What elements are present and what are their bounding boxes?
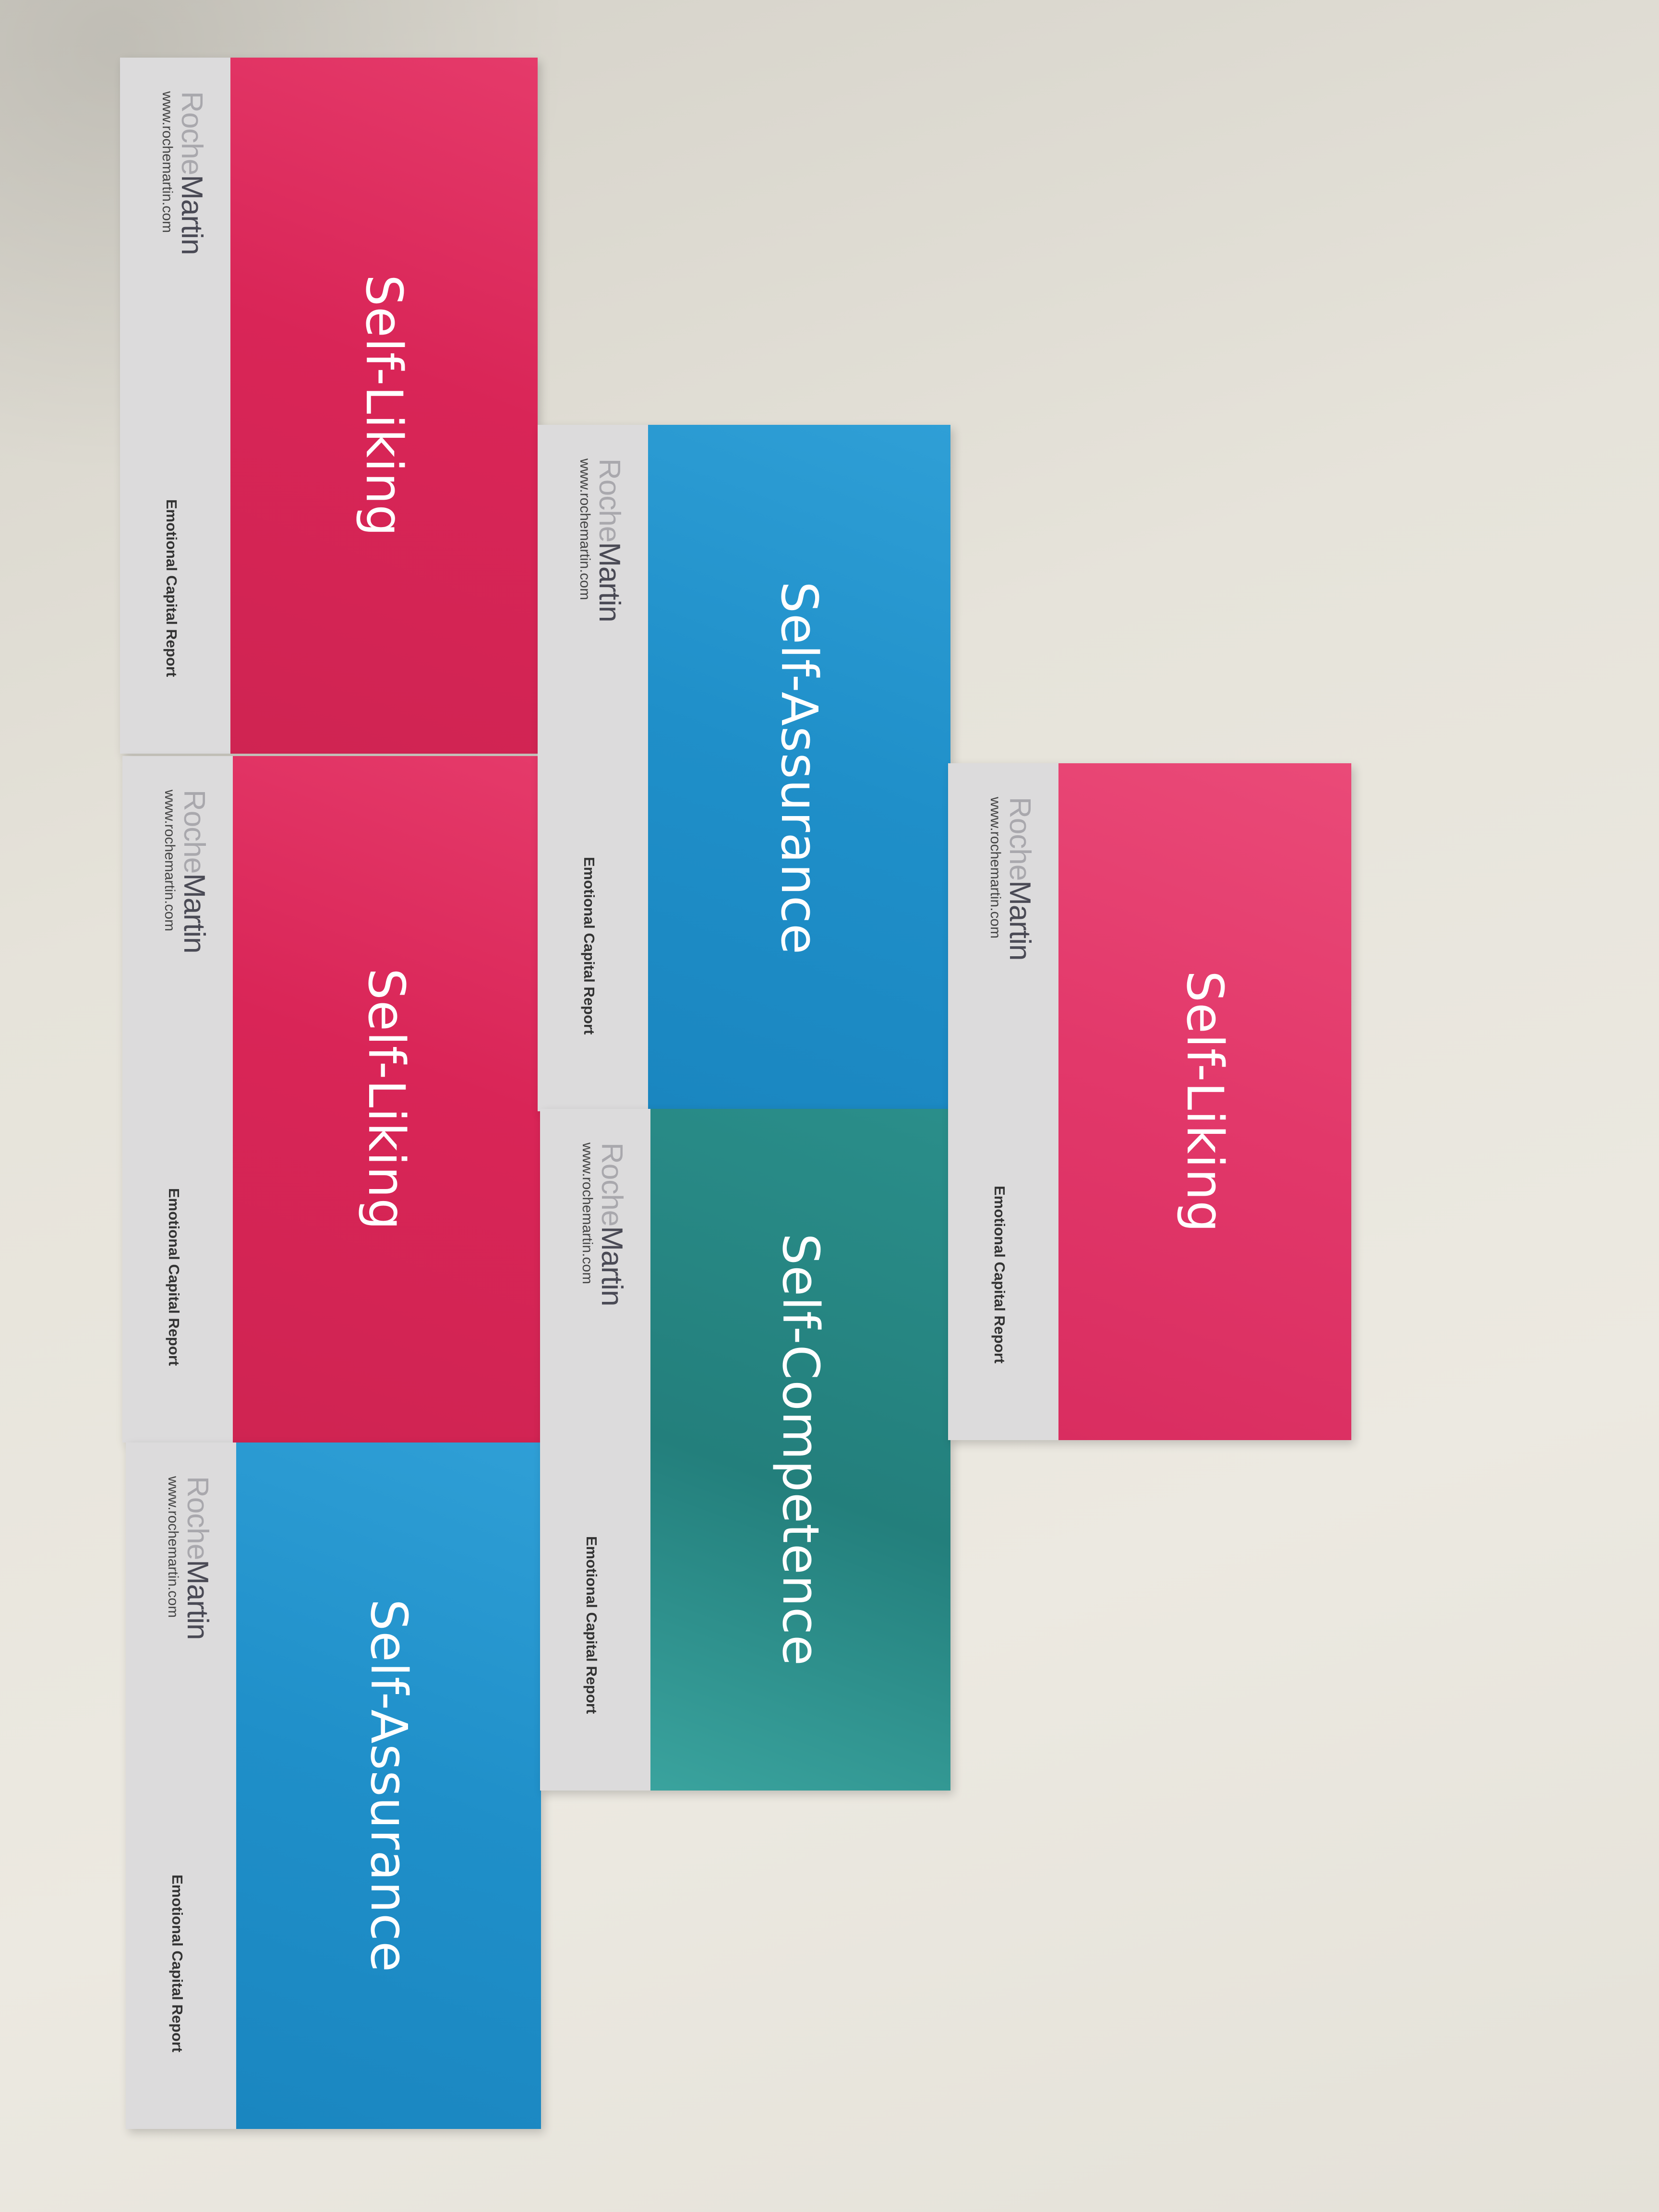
card-self-competence: RocheMartin www.rochemartin.com Emotiona… <box>540 1109 950 1791</box>
report-label: Emotional Capital Report <box>166 1188 182 1366</box>
website-url: www.rochemartin.com <box>577 458 593 601</box>
report-label: Emotional Capital Report <box>581 857 598 1035</box>
card-self-liking-middle-left: RocheMartin www.rochemartin.com Emotiona… <box>122 756 540 1443</box>
card-title: Self-Liking <box>355 274 413 537</box>
roche-martin-logo: RocheMartin www.rochemartin.com <box>165 1476 214 1640</box>
card-side-stripe: RocheMartin www.rochemartin.com Emotiona… <box>538 425 648 1111</box>
card-side-stripe: RocheMartin www.rochemartin.com Emotiona… <box>120 58 230 754</box>
card-side-stripe: RocheMartin www.rochemartin.com Emotiona… <box>126 1443 236 2129</box>
card-self-liking-right: RocheMartin www.rochemartin.com Emotiona… <box>948 763 1351 1440</box>
card-self-assurance-bottom-left: RocheMartin www.rochemartin.com Emotiona… <box>126 1443 541 2129</box>
report-label: Emotional Capital Report <box>583 1536 600 1714</box>
card-face: Self-Assurance <box>648 425 950 1111</box>
card-self-liking-top-left: RocheMartin www.rochemartin.com Emotiona… <box>120 58 538 754</box>
roche-martin-logo: RocheMartin www.rochemartin.com <box>579 1142 628 1306</box>
card-face: Self-Liking <box>230 58 538 754</box>
card-face: Self-Assurance <box>236 1443 541 2129</box>
report-label: Emotional Capital Report <box>163 499 180 677</box>
card-face: Self-Liking <box>233 756 540 1443</box>
website-url: www.rochemartin.com <box>159 91 175 233</box>
card-side-stripe: RocheMartin www.rochemartin.com Emotiona… <box>540 1109 650 1791</box>
card-title: Self-Liking <box>1176 970 1234 1233</box>
roche-martin-logo: RocheMartin www.rochemartin.com <box>159 91 208 255</box>
website-url: www.rochemartin.com <box>987 797 1003 939</box>
website-url: www.rochemartin.com <box>162 790 178 932</box>
roche-martin-logo: RocheMartin www.rochemartin.com <box>987 797 1036 961</box>
card-face: Self-Competence <box>650 1109 950 1791</box>
card-side-stripe: RocheMartin www.rochemartin.com Emotiona… <box>948 763 1058 1440</box>
website-url: www.rochemartin.com <box>165 1476 181 1618</box>
report-label: Emotional Capital Report <box>169 1875 186 2053</box>
card-title: Self-Assurance <box>359 1599 418 1973</box>
card-side-stripe: RocheMartin www.rochemartin.com Emotiona… <box>122 756 233 1443</box>
website-url: www.rochemartin.com <box>579 1142 595 1285</box>
card-title: Self-Liking <box>357 968 416 1231</box>
roche-martin-logo: RocheMartin www.rochemartin.com <box>577 458 626 622</box>
card-face: Self-Liking <box>1058 763 1351 1440</box>
report-label: Emotional Capital Report <box>991 1186 1008 1364</box>
card-title: Self-Assurance <box>770 581 829 955</box>
card-self-assurance-middle: RocheMartin www.rochemartin.com Emotiona… <box>538 425 950 1111</box>
card-title: Self-Competence <box>771 1233 830 1666</box>
roche-martin-logo: RocheMartin www.rochemartin.com <box>162 790 211 953</box>
